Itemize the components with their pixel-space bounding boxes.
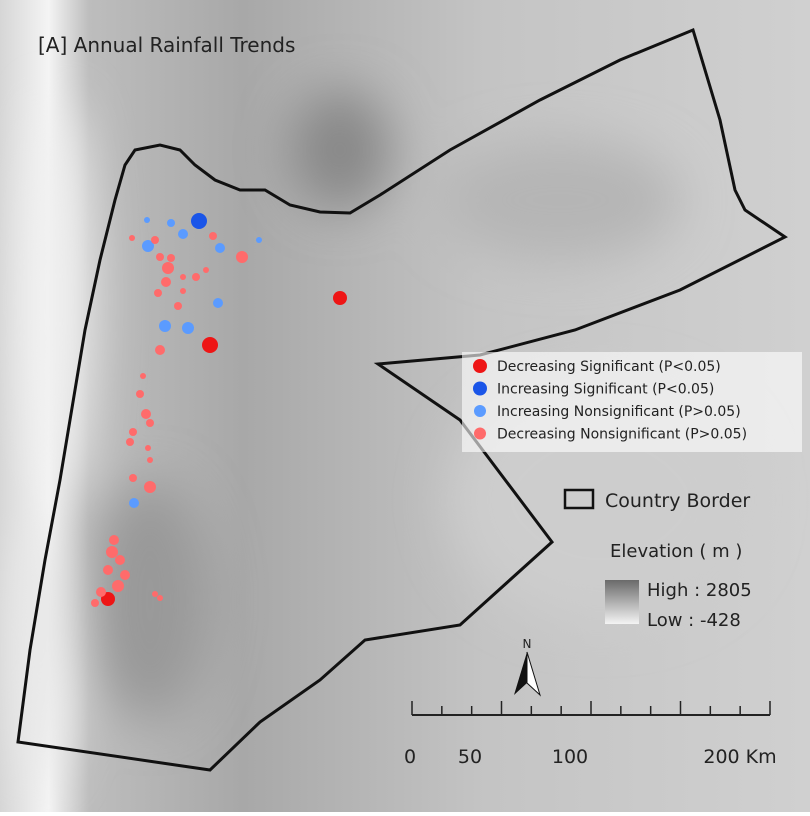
- station: [215, 243, 225, 253]
- border-legend-label: Country Border: [605, 490, 750, 512]
- border-legend-symbol: [563, 488, 595, 510]
- station: [120, 570, 130, 580]
- station: [180, 288, 186, 294]
- station: [236, 251, 248, 263]
- station: [144, 481, 156, 493]
- legend-label: Decreasing Significant (P<0.05): [497, 359, 721, 375]
- scale-label: 100: [552, 746, 588, 768]
- station: [142, 240, 154, 252]
- station: [155, 345, 165, 355]
- stations: [91, 213, 347, 607]
- station: [141, 409, 151, 419]
- station: [129, 474, 137, 482]
- country-border: [16, 27, 788, 772]
- station: [333, 291, 347, 305]
- legend-label: Decreasing Nonsignificant (P>0.05): [497, 427, 747, 443]
- legend: Decreasing Significant (P<0.05) Increasin…: [473, 359, 747, 443]
- scale-label: 200 Km: [703, 746, 776, 768]
- station: [159, 320, 171, 332]
- station: [213, 298, 223, 308]
- scale-label: 0: [404, 746, 416, 768]
- station: [192, 273, 200, 281]
- scale-label: 50: [458, 746, 482, 768]
- station: [91, 599, 99, 607]
- legend-label: Increasing Significant (P<0.05): [497, 382, 714, 398]
- station: [115, 555, 125, 565]
- station: [256, 237, 262, 243]
- station: [129, 428, 137, 436]
- elevation-high: High : 2805: [647, 580, 752, 601]
- north-label: N: [523, 637, 532, 651]
- station: [162, 262, 174, 274]
- station: [129, 235, 135, 241]
- elevation-ramp: [605, 580, 639, 624]
- station: [146, 419, 154, 427]
- station: [154, 289, 162, 297]
- station: [180, 274, 186, 280]
- station: [191, 213, 207, 229]
- station: [144, 217, 150, 223]
- legend-box: [462, 352, 802, 452]
- station: [126, 438, 134, 446]
- legend-symbol: [474, 405, 486, 417]
- station: [178, 229, 188, 239]
- station: [136, 390, 144, 398]
- elevation-title: Elevation ( m ): [610, 541, 742, 562]
- station: [109, 535, 119, 545]
- station: [103, 565, 113, 575]
- station: [140, 373, 146, 379]
- station: [202, 337, 218, 353]
- scale-bar: 0 50 100 200 Km: [404, 701, 777, 768]
- station: [96, 587, 106, 597]
- legend-label: Increasing Nonsignificant (P>0.05): [497, 404, 741, 420]
- station: [152, 591, 158, 597]
- station: [174, 302, 182, 310]
- north-arrow-left: [514, 652, 527, 695]
- station: [167, 254, 175, 262]
- legend-symbol: [474, 427, 486, 440]
- station: [129, 498, 139, 508]
- north-arrow-right: [526, 651, 542, 697]
- station: [151, 236, 159, 244]
- station: [112, 580, 124, 592]
- station: [157, 595, 163, 601]
- station: [145, 445, 151, 451]
- station: [161, 277, 171, 287]
- legend-symbol: [473, 359, 487, 373]
- station: [147, 457, 153, 463]
- station: [156, 253, 164, 261]
- map-title: [A] Annual Rainfall Trends: [38, 33, 295, 57]
- elevation-low: Low : -428: [647, 610, 741, 631]
- station: [106, 546, 118, 558]
- legend-symbol: [473, 381, 487, 396]
- station: [203, 267, 209, 273]
- station: [167, 219, 175, 227]
- station: [209, 232, 217, 240]
- station: [182, 322, 194, 334]
